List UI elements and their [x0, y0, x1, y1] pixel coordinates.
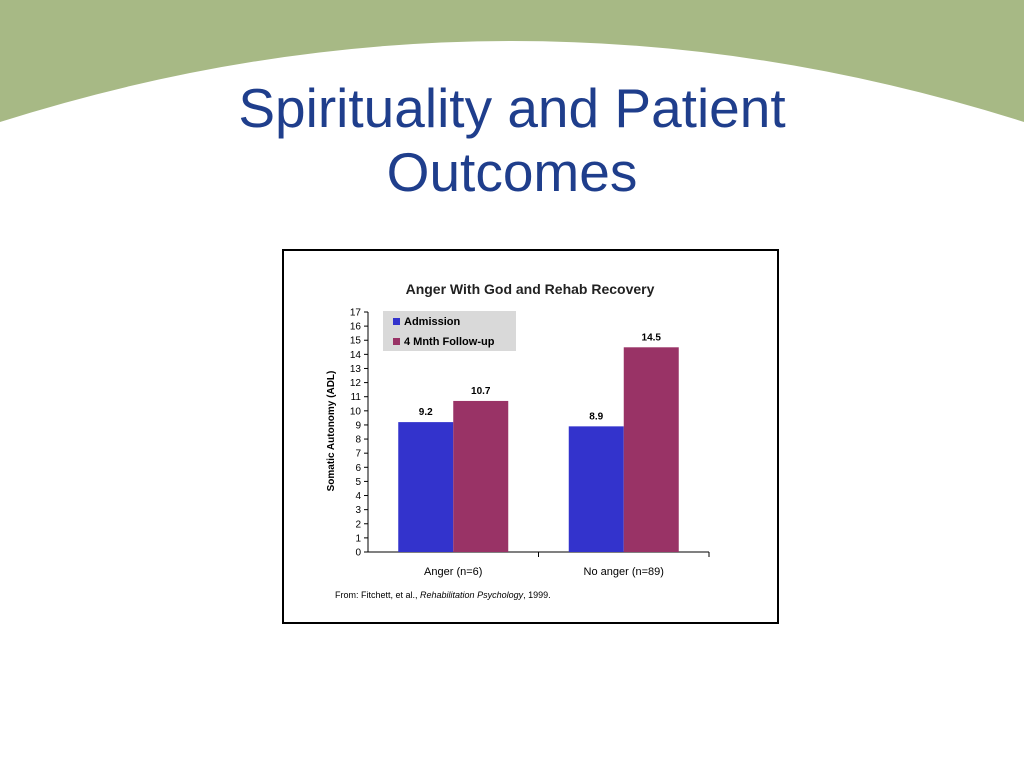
y-tick-label: 13: [350, 364, 362, 375]
data-label: 10.7: [471, 386, 491, 397]
y-tick-label: 14: [350, 350, 362, 361]
chart-title: Anger With God and Rehab Recovery: [406, 281, 655, 297]
x-tick-label: Anger (n=6): [424, 566, 482, 578]
legend-label: 4 Mnth Follow-up: [404, 336, 495, 348]
y-tick-label: 9: [355, 420, 361, 431]
y-tick-label: 15: [350, 336, 362, 347]
y-tick-label: 10: [350, 406, 362, 417]
chart-frame: Anger With God and Rehab Recovery Somati…: [282, 249, 779, 624]
y-tick-label: 4: [355, 491, 361, 502]
source-prefix: From: Fitchett, et al.,: [335, 590, 421, 600]
bar-admission: [568, 426, 624, 552]
y-axis-label: Somatic Autonomy (ADL): [326, 371, 337, 492]
y-tick-label: 17: [350, 308, 362, 319]
y-tick-label: 8: [355, 435, 361, 446]
legend-label: Admission: [404, 316, 461, 328]
bar-followup: [453, 400, 509, 552]
y-tick-label: 6: [355, 463, 361, 474]
y-tick-label: 3: [355, 505, 361, 516]
slide-title-line-1: Spirituality and Patient: [238, 77, 786, 139]
y-tick-label: 2: [355, 519, 361, 530]
legend-swatch: [393, 318, 400, 325]
slide-title: Spirituality and Patient Outcomes: [0, 76, 1024, 204]
legend-swatch: [393, 338, 400, 345]
source-suffix: , 1999.: [523, 590, 551, 600]
y-tick-label: 11: [351, 392, 362, 403]
x-tick-label: No anger (n=89): [584, 566, 664, 578]
data-label: 9.2: [419, 407, 433, 418]
source-journal: Rehabilitation Psychology: [420, 590, 524, 600]
y-tick-label: 0: [355, 548, 361, 559]
y-tick-label: 7: [355, 449, 361, 460]
bar-admission: [398, 422, 454, 552]
source-note: From: Fitchett, et al., Rehabilitation P…: [335, 590, 551, 600]
data-label: 8.9: [589, 411, 603, 422]
chart: Anger With God and Rehab Recovery Somati…: [326, 281, 710, 578]
legend-box: [383, 311, 516, 351]
y-tick-label: 5: [355, 477, 361, 488]
y-tick-label: 1: [355, 533, 361, 544]
header-arc-background: [0, 0, 1024, 122]
y-tick-label: 12: [350, 378, 362, 389]
slide-title-line-2: Outcomes: [386, 141, 638, 203]
y-tick-label: 16: [350, 322, 362, 333]
data-label: 14.5: [642, 332, 662, 343]
bar-followup: [623, 347, 679, 552]
